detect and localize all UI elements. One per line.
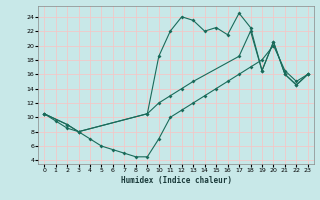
X-axis label: Humidex (Indice chaleur): Humidex (Indice chaleur) xyxy=(121,176,231,185)
